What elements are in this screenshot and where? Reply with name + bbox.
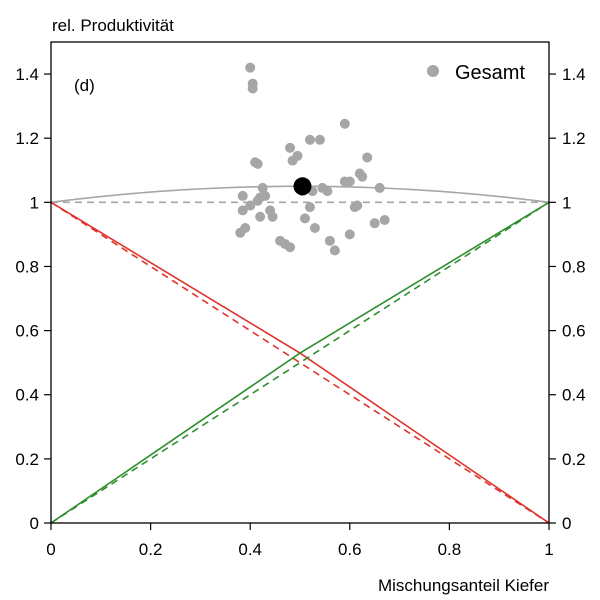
x-tick-label-3: 0.6 xyxy=(338,540,362,559)
panel-label: (d) xyxy=(74,76,95,95)
y-tick-label-right-7: 1.4 xyxy=(562,65,586,84)
scatter-point-21 xyxy=(252,195,263,206)
legend-marker-gesamt xyxy=(427,65,439,77)
mean-point xyxy=(293,177,312,196)
y-axis-title: rel. Produktivität xyxy=(52,16,174,35)
y-tick-label-left-4: 0.8 xyxy=(15,257,39,276)
scatter-point-46 xyxy=(379,214,390,225)
scatter-point-36 xyxy=(304,202,315,213)
scatter-point-26 xyxy=(255,211,266,222)
scatter-point-28 xyxy=(267,211,278,222)
scatter-point-37 xyxy=(309,222,320,233)
scatter-point-10 xyxy=(339,118,350,129)
y-tick-label-left-2: 0.4 xyxy=(15,386,39,405)
x-tick-label-0: 0 xyxy=(46,540,55,559)
scatter-point-22 xyxy=(245,200,256,211)
x-tick-label-2: 0.4 xyxy=(238,540,262,559)
series-line-green-solid xyxy=(51,201,549,523)
scatter-point-16 xyxy=(374,182,385,193)
scatter-point-25 xyxy=(235,227,246,238)
x-tick-label-5: 1 xyxy=(544,540,553,559)
scatter-point-19 xyxy=(257,182,268,193)
legend-label-gesamt: Gesamt xyxy=(455,62,525,84)
x-axis-title: Mischungsanteil Kiefer xyxy=(378,576,549,595)
y-tick-label-left-6: 1.2 xyxy=(15,129,39,148)
scatter-point-12 xyxy=(344,176,355,187)
plot-content xyxy=(51,62,549,523)
scatter-point-2 xyxy=(247,83,258,94)
scatter-point-15 xyxy=(357,171,368,182)
y-tick-label-right-2: 0.4 xyxy=(562,386,586,405)
y-tick-label-left-3: 0.6 xyxy=(15,322,39,341)
scatter-point-17 xyxy=(237,190,248,201)
scatter-point-7 xyxy=(292,150,303,161)
scatter-point-13 xyxy=(362,152,373,163)
y-tick-label-right-0: 0 xyxy=(562,514,571,533)
series-line-green-dashed xyxy=(51,201,549,523)
x-tick-label-1: 0.2 xyxy=(139,540,163,559)
y-tick-label-right-1: 0.2 xyxy=(562,450,586,469)
scatter-point-40 xyxy=(324,235,335,246)
scatter-point-9 xyxy=(314,134,325,145)
plot-area xyxy=(51,62,549,523)
scatter-point-42 xyxy=(344,229,355,240)
scatter-point-45 xyxy=(369,218,380,229)
scatter-point-34 xyxy=(299,213,310,224)
x-tick-label-4: 0.8 xyxy=(438,540,462,559)
scatter-point-20 xyxy=(260,190,271,201)
y-tick-label-right-5: 1 xyxy=(562,193,571,212)
scatter-point-0 xyxy=(245,62,256,73)
plot-frame xyxy=(50,41,550,524)
scatter-point-44 xyxy=(352,200,363,211)
scatter-point-31 xyxy=(285,242,296,253)
y-tick-label-right-4: 0.8 xyxy=(562,257,586,276)
scatter-point-4 xyxy=(252,158,263,169)
y-tick-label-left-1: 0.2 xyxy=(15,450,39,469)
y-tick-label-left-7: 1.4 xyxy=(15,65,39,84)
legend: Gesamt xyxy=(427,62,525,84)
scatter-point-41 xyxy=(329,245,340,256)
y-tick-label-right-6: 1.2 xyxy=(562,129,586,148)
y-tick-label-right-3: 0.6 xyxy=(562,322,586,341)
scatter-point-39 xyxy=(322,186,333,197)
scatter-point-8 xyxy=(304,134,315,145)
axes: 0 00.2 0.20.4 0.40.6 0.60.8 0.81 11.2 1.21.4 1.4… xyxy=(15,41,586,559)
scatter-point-5 xyxy=(285,142,296,153)
scatter-point-23 xyxy=(237,205,248,216)
series-line-red-dashed xyxy=(51,201,549,523)
y-tick-label-left-5: 1 xyxy=(30,193,39,212)
y-tick-label-left-0: 0 xyxy=(30,514,39,533)
